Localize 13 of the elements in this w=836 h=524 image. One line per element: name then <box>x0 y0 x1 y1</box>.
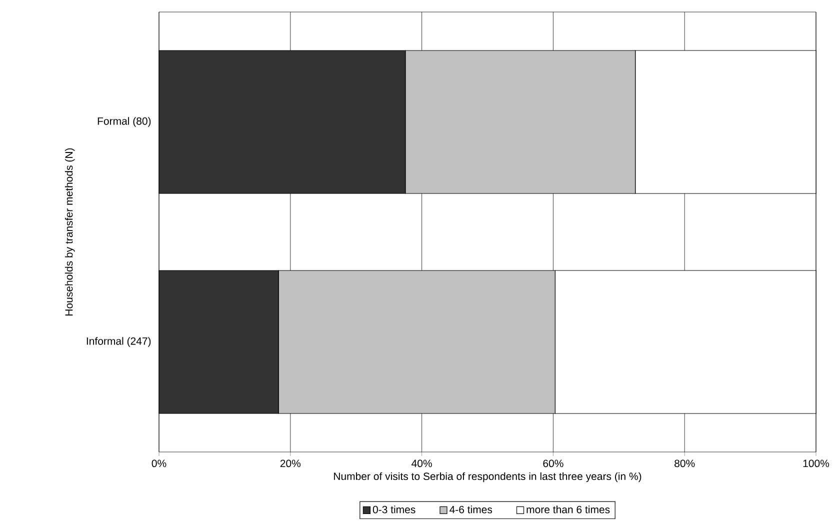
x-tick-label: 80% <box>674 460 695 468</box>
x-tick-label: 0% <box>152 460 166 468</box>
legend-label: 0-3 times <box>372 506 416 514</box>
x-tick-label: 100% <box>803 460 830 468</box>
y-axis-title: Households by transfer methods (N) <box>64 148 75 316</box>
x-tick-label: 40% <box>412 460 432 468</box>
x-tick-label: 60% <box>543 460 564 468</box>
y-tick-label: Formal (80) <box>98 117 151 127</box>
x-axis-title: Number of visits to Serbia of respondents in last three years (in %) <box>334 472 642 482</box>
x-tick-label: 20% <box>280 460 301 468</box>
y-tick-label: Informal (247) <box>86 337 151 347</box>
legend-label: 4-6 times <box>450 506 492 514</box>
legend-label: more than 6 times <box>526 506 610 514</box>
